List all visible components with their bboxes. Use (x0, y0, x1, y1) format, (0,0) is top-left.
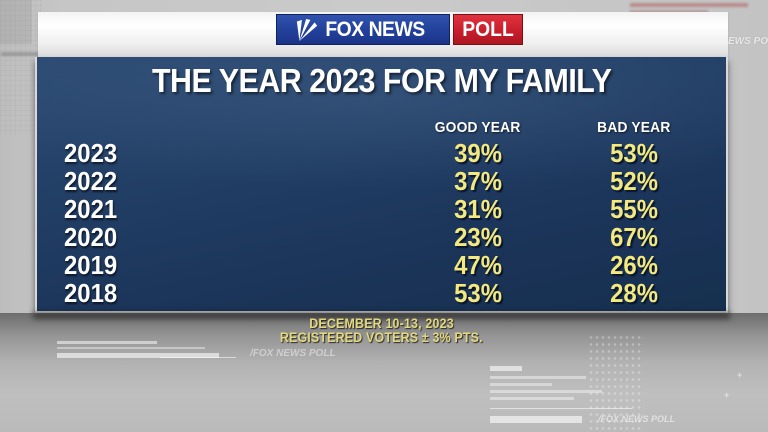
good-year-value: 39% (454, 138, 502, 168)
bad-year-value: 53% (610, 138, 658, 168)
fox-news-poll-logo: FOX NEWS POLL (276, 14, 523, 45)
poll-title: THE YEAR 2023 FOR MY FAMILY (151, 62, 612, 99)
corner-block-watermark (0, 0, 32, 44)
poll-date-line: DECEMBER 10-13, 2023 (309, 316, 454, 331)
good-year-value: 53% (454, 278, 502, 308)
good-year-value: 37% (454, 166, 502, 196)
table-row: 2023 39% 53% (37, 139, 726, 167)
good-year-value: 23% (454, 222, 502, 252)
table-row: 2020 23% 67% (37, 223, 726, 251)
poll-logo-box: POLL (453, 14, 523, 45)
table-row: 2018 53% 28% (37, 279, 726, 307)
good-year-value: 31% (454, 194, 502, 224)
bad-year-value: 28% (610, 278, 658, 308)
row-year: 2022 (64, 166, 118, 196)
network-name: FOX NEWS (325, 17, 426, 41)
row-year: 2019 (64, 250, 118, 280)
poll-results-panel: THE YEAR 2023 FOR MY FAMILY GOOD YEAR BA… (35, 57, 728, 313)
searchlight-icon (297, 18, 318, 41)
bad-year-value: 26% (610, 250, 658, 280)
row-year: 2020 (64, 222, 118, 252)
poll-sample-line: REGISTERED VOTERS ± 3% PTS. (280, 330, 483, 345)
row-year: 2023 (64, 138, 118, 168)
column-header-bad-year: BAD YEAR (597, 119, 671, 136)
table-row: 2021 31% 55% (37, 195, 726, 223)
bad-year-value: 52% (610, 166, 658, 196)
table-row: 2022 37% 52% (37, 167, 726, 195)
poll-badge-label: POLL (462, 17, 514, 41)
poll-rows: 2023 39% 53% 2022 37% 52% 2021 31% 55% 2… (37, 139, 726, 307)
column-header-good-year: GOOD YEAR (435, 119, 521, 136)
poll-source-note: DECEMBER 10-13, 2023 REGISTERED VOTERS ±… (35, 317, 728, 345)
red-microtext-watermark (630, 3, 748, 7)
good-year-value: 47% (454, 250, 502, 280)
bad-year-value: 55% (610, 194, 658, 224)
row-year: 2021 (64, 194, 118, 224)
fox-news-logo-box: FOX NEWS (276, 14, 450, 45)
table-row: 2019 47% 26% (37, 251, 726, 279)
row-year: 2018 (64, 278, 118, 308)
bad-year-value: 67% (610, 222, 658, 252)
lower-gradient-band (0, 313, 768, 432)
panel-drop-shadow (33, 312, 730, 319)
fox-news-poll-watermark-edge: EWS POLL (728, 36, 768, 47)
